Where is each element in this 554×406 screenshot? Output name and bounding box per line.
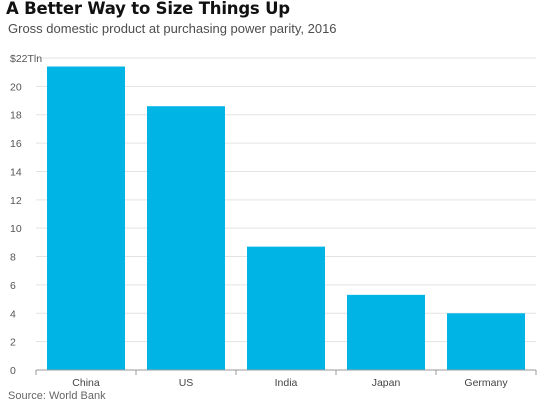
y-tick-label: 4 xyxy=(10,308,16,320)
y-tick-label: 8 xyxy=(10,252,16,264)
bar-china xyxy=(47,66,125,370)
chart-title: A Better Way to Size Things Up xyxy=(6,0,290,18)
y-axis-ticks: 0 2 4 6 8 10 12 14 16 18 20 $22Tln xyxy=(10,53,42,377)
chart-subtitle: Gross domestic product at purchasing pow… xyxy=(8,21,337,36)
y-tick-label: 14 xyxy=(10,166,22,178)
source-note: Source: World Bank xyxy=(8,390,106,402)
y-tick-label: $22Tln xyxy=(10,53,42,65)
x-tick-label: Japan xyxy=(372,377,401,389)
y-tick-label: 10 xyxy=(10,223,22,235)
bar-us xyxy=(147,106,225,370)
y-tick-label: 20 xyxy=(10,81,22,93)
x-tick-label: US xyxy=(179,377,194,389)
bars xyxy=(47,66,525,370)
bar-germany xyxy=(447,313,525,370)
y-tick-label: 12 xyxy=(10,195,22,207)
x-axis xyxy=(35,369,537,375)
y-tick-label: 0 xyxy=(10,365,16,377)
x-axis-labels: China US India Japan Germany xyxy=(72,377,508,389)
x-tick-label: China xyxy=(72,377,100,389)
y-tick-label: 6 xyxy=(10,280,16,292)
y-tick-label: 2 xyxy=(10,337,16,349)
x-tick-label: India xyxy=(275,377,298,389)
bar-japan xyxy=(347,294,425,370)
x-tick-label: Germany xyxy=(464,377,508,389)
y-tick-label: 18 xyxy=(10,110,22,122)
bar-india xyxy=(247,246,325,370)
y-tick-label: 16 xyxy=(10,138,22,150)
